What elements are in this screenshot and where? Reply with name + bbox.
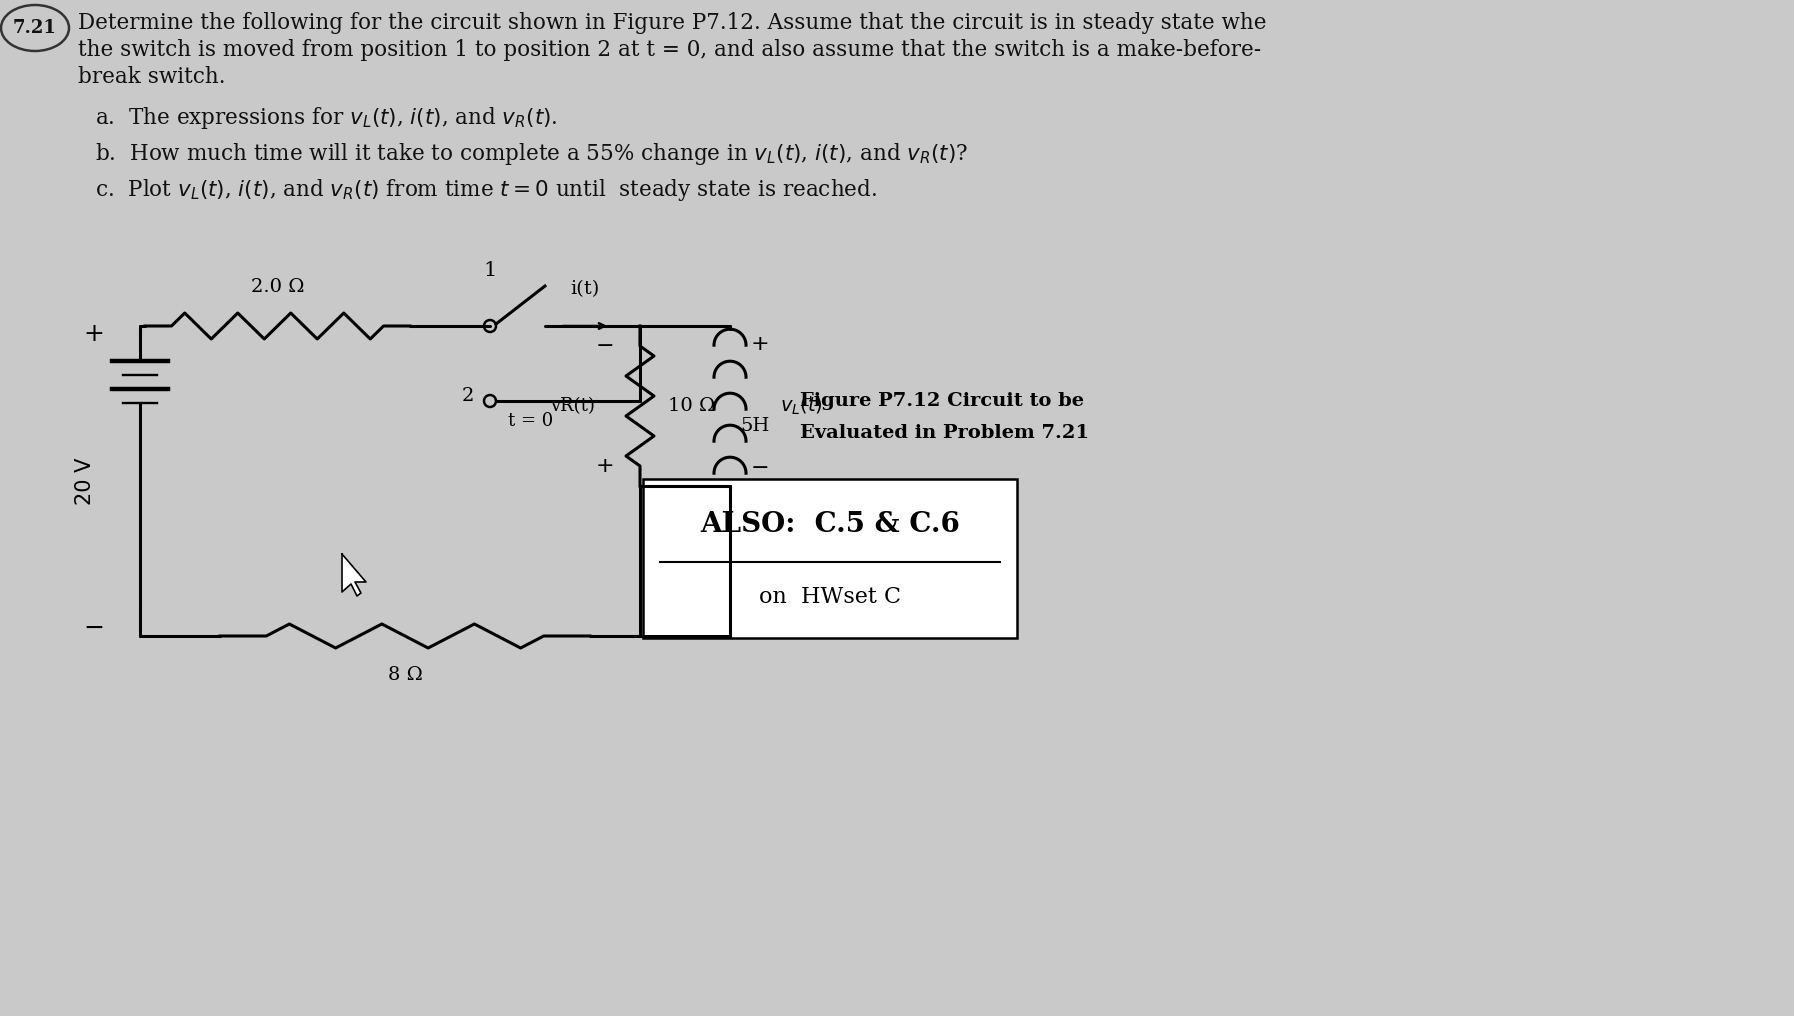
Text: 20 V: 20 V — [75, 457, 95, 505]
Text: +: + — [750, 334, 770, 354]
Text: b.  How much time will it take to complete a 55% change in $v_L(t)$, $i(t)$, and: b. How much time will it take to complet… — [95, 141, 969, 167]
Text: ALSO:  C.5 & C.6: ALSO: C.5 & C.6 — [700, 511, 960, 537]
Text: +: + — [596, 456, 614, 477]
Text: Evaluated in Problem 7.21: Evaluated in Problem 7.21 — [800, 424, 1089, 442]
Polygon shape — [343, 554, 366, 596]
Text: 10 Ω: 10 Ω — [667, 397, 716, 415]
Text: i(t): i(t) — [570, 280, 599, 298]
FancyBboxPatch shape — [642, 479, 1017, 638]
Text: −: − — [596, 336, 614, 356]
Text: t = 0: t = 0 — [508, 412, 553, 430]
Text: vR(t): vR(t) — [549, 397, 594, 415]
Text: 2: 2 — [461, 387, 474, 405]
Text: a.  The expressions for $v_L(t)$, $i(t)$, and $v_R(t)$.: a. The expressions for $v_L(t)$, $i(t)$,… — [95, 105, 558, 131]
Text: 7.21: 7.21 — [13, 19, 57, 37]
Text: $v_L(t)$: $v_L(t)$ — [780, 395, 823, 418]
Text: −: − — [84, 616, 104, 640]
Text: break switch.: break switch. — [77, 66, 226, 88]
Text: on  HWset C: on HWset C — [759, 586, 901, 609]
Text: Figure P7.12 Circuit to be: Figure P7.12 Circuit to be — [800, 392, 1084, 410]
Text: Determine the following for the circuit shown in Figure P7.12. Assume that the c: Determine the following for the circuit … — [77, 12, 1267, 34]
Text: 2.0 Ω: 2.0 Ω — [251, 278, 305, 296]
Text: c.  Plot $v_L(t)$, $i(t)$, and $v_R(t)$ from time $t = 0$ until  steady state is: c. Plot $v_L(t)$, $i(t)$, and $v_R(t)$ f… — [95, 177, 877, 203]
Text: −: − — [750, 458, 770, 478]
Text: 5H: 5H — [739, 417, 770, 435]
Text: +: + — [84, 322, 104, 346]
Ellipse shape — [2, 5, 68, 51]
Text: 1: 1 — [483, 261, 497, 280]
Text: 8 Ω: 8 Ω — [388, 666, 422, 684]
Text: the switch is moved from position 1 to position 2 at t = 0, and also assume that: the switch is moved from position 1 to p… — [77, 39, 1261, 61]
